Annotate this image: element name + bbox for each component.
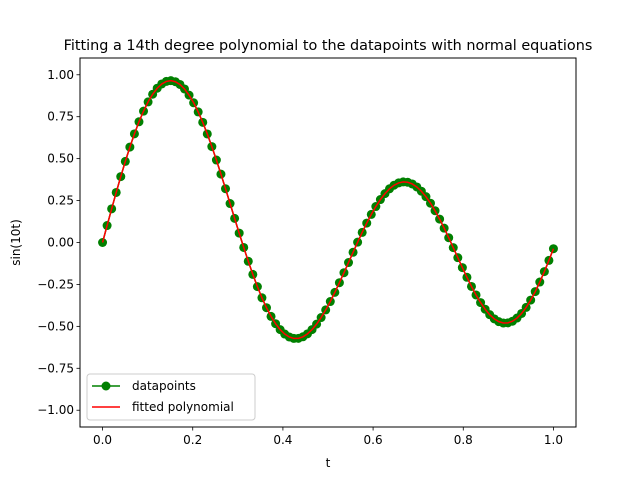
y-tick-label: −1.00 [37,403,74,417]
plot-area [80,58,576,427]
y-tick-label: 0.75 [47,110,74,124]
chart-title: Fitting a 14th degree polynomial to the … [64,38,593,54]
y-tick-label: 1.00 [47,68,74,82]
y-tick-label: −0.75 [37,361,74,375]
x-tick-label: 0.4 [273,433,292,447]
y-tick-label: 0.25 [47,194,74,208]
legend-datapoints-marker [101,381,111,391]
x-axis-label: t [326,456,331,470]
series-layer [98,76,558,343]
x-tick-label: 1.0 [544,433,563,447]
y-tick-label: 0.50 [47,152,74,166]
x-tick-label: 0.0 [93,433,112,447]
x-tick-label: 0.8 [454,433,473,447]
legend-fitted-label: fitted polynomial [132,400,234,414]
legend-frame [86,373,256,421]
y-tick-label: −0.50 [37,319,74,333]
x-tick-label: 0.2 [183,433,202,447]
fitted-polynomial-line [101,79,555,340]
x-tick-label: 0.6 [364,433,383,447]
y-tick-label: −0.25 [37,277,74,291]
legend-datapoints-label: datapoints [132,379,196,393]
y-tick-label: 0.00 [47,236,74,250]
y-axis-label: sin(10t) [9,219,23,266]
axes-layer: 0.0 0.2 0.4 0.6 0.8 1.0 −1.00 −0.75 −0.50 −0.25 0.… [37,57,577,447]
legend: datapoints fitted polynomial [86,373,256,421]
